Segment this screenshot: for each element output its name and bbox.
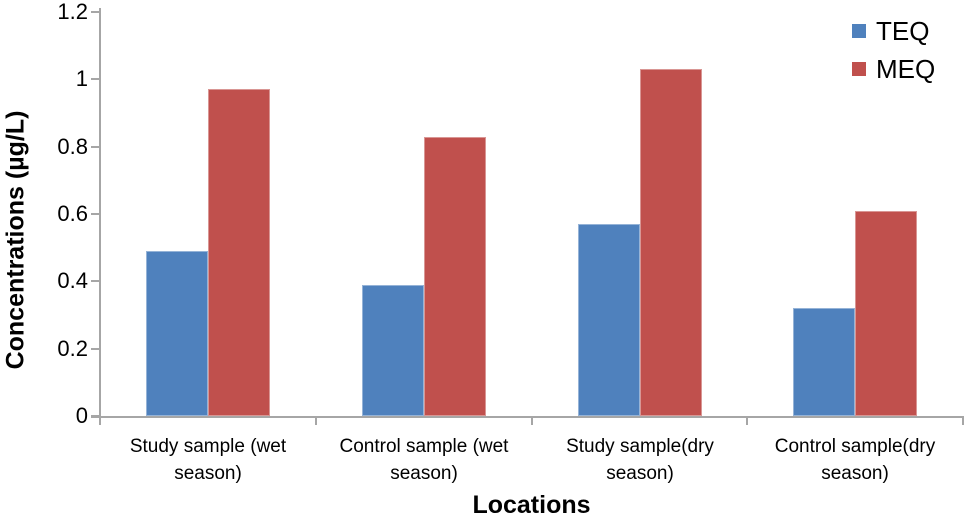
- legend-label: MEQ: [876, 54, 936, 84]
- bar-teq-2: [578, 224, 640, 416]
- bar-meq-2: [640, 69, 702, 416]
- category-label-2: Study sample(dry season): [532, 433, 748, 487]
- category-label-line: season): [390, 463, 458, 484]
- category-label-line: season): [606, 463, 674, 484]
- category-label-0: Study sample (wet season): [100, 433, 316, 487]
- bar-meq-0: [208, 89, 270, 416]
- y-tick-mark: [91, 347, 100, 350]
- legend: TEQ MEQ: [852, 17, 935, 83]
- legend-item-teq: TEQ: [852, 17, 935, 45]
- x-axis-title: Locations: [472, 491, 591, 519]
- x-axis-line: [91, 416, 963, 418]
- y-axis-title: Concentrations (µg/L): [1, 110, 30, 370]
- y-tick-label: 0.6: [57, 201, 88, 226]
- category-label-3: Control sample(dry season): [747, 433, 963, 487]
- legend-item-meq: MEQ: [852, 55, 935, 83]
- y-tick-label: 0.8: [57, 133, 88, 159]
- bar-meq-3: [855, 211, 917, 416]
- category-label-line: Study sample(dry: [566, 436, 714, 457]
- y-tick-mark: [91, 11, 100, 13]
- x-tick-mark: [99, 416, 101, 425]
- category-label-line: Study sample (wet: [129, 436, 287, 457]
- y-tick-label: 1: [75, 66, 88, 92]
- category-label-line: Control sample(dry: [774, 436, 936, 457]
- y-tick-mark: [91, 213, 100, 215]
- y-tick-label: 0: [75, 403, 88, 428]
- legend-swatch-teq: [852, 24, 866, 38]
- y-tick-mark: [91, 78, 100, 81]
- x-tick-mark: [962, 416, 964, 425]
- x-tick-mark: [531, 416, 533, 425]
- bar-teq-0: [146, 251, 208, 416]
- y-tick-label: 1.2: [57, 0, 88, 24]
- x-tick-mark: [746, 416, 748, 425]
- bar-teq-1: [362, 285, 424, 416]
- y-tick-label: 0.2: [57, 335, 88, 361]
- category-label-line: season): [174, 463, 242, 484]
- y-tick-mark: [91, 145, 100, 148]
- y-axis-line: [99, 8, 101, 418]
- legend-label: TEQ: [876, 16, 930, 46]
- category-label-line: season): [821, 463, 889, 484]
- category-label-line: Control sample (wet: [339, 436, 509, 457]
- category-label-1: Control sample (wet season): [316, 433, 532, 487]
- y-tick-label: 0.4: [57, 268, 88, 294]
- legend-swatch-meq: [852, 62, 866, 76]
- y-tick-mark: [91, 280, 100, 283]
- bar-meq-1: [424, 137, 486, 416]
- x-tick-mark: [315, 416, 317, 425]
- bar-teq-3: [793, 308, 855, 416]
